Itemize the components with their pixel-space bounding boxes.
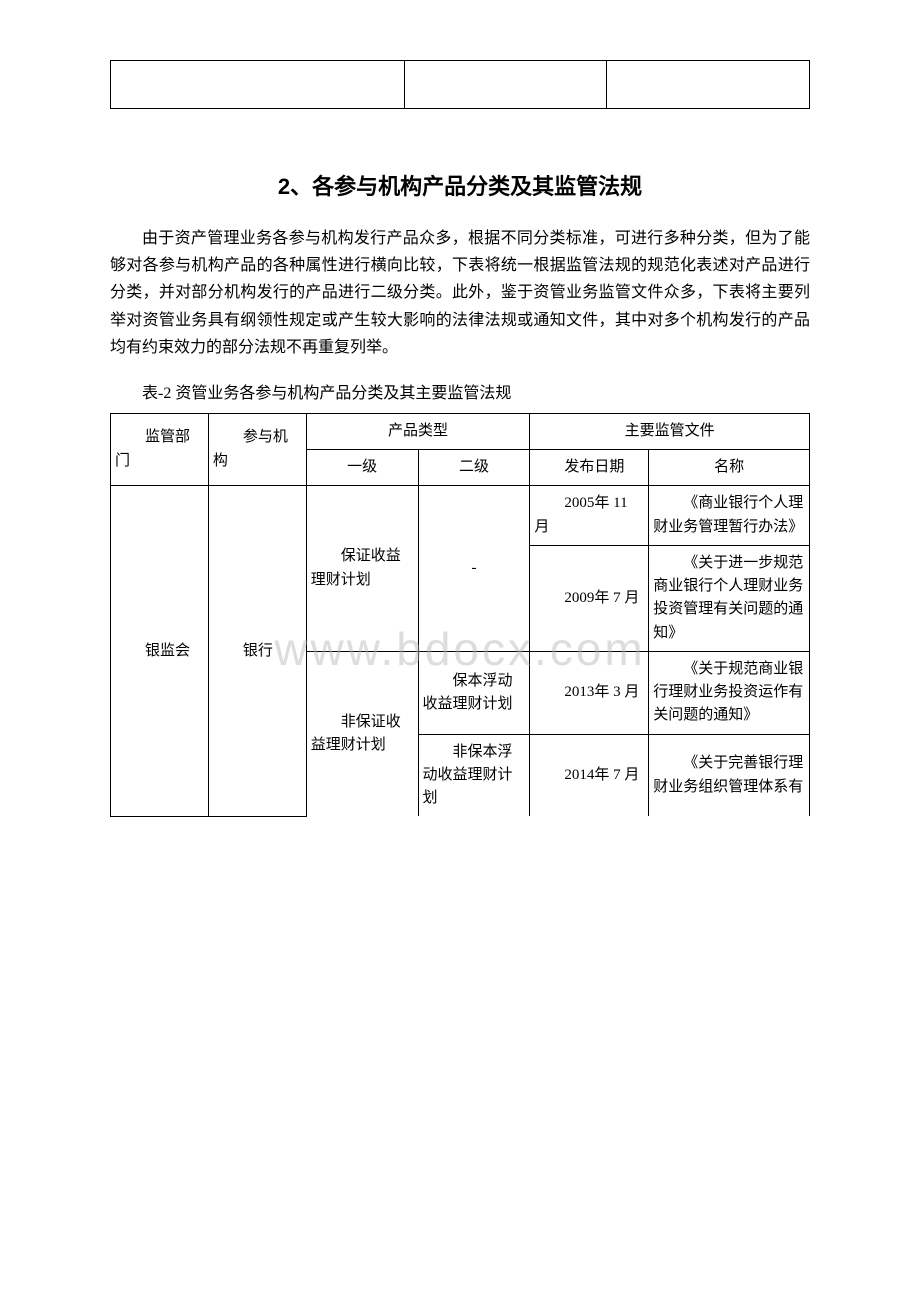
table-header-row-1: 监管部门 参与机构 产品类型 主要监管文件 <box>111 413 810 449</box>
cell-doc1-date: 2005年 11 月 <box>530 486 649 546</box>
page-container: www.bdocx.com 2、各参与机构产品分类及其监管法规 由于资产管理业务… <box>110 60 810 817</box>
top-cell-3 <box>607 61 810 109</box>
cell-prod2-lvl2b: 非保本浮动收益理财计划 <box>418 734 530 816</box>
th-inst: 参与机构 <box>208 413 306 486</box>
table-row: 银监会 银行 保证收益理财计划 - 2005年 11 月 《商业银行个人理财业务… <box>111 486 810 546</box>
cell-doc4-name: 《关于完善银行理财业务组织管理体系有 <box>649 734 810 816</box>
cell-doc3-date: 2013年 3 月 <box>530 651 649 734</box>
cell-doc2-name: 《关于进一步规范商业银行个人理财业务投资管理有关问题的通知》 <box>649 545 810 651</box>
th-doc-name: 名称 <box>649 450 810 486</box>
th-issue-date: 发布日期 <box>530 450 649 486</box>
top-cell-2 <box>404 61 607 109</box>
top-cell-1 <box>111 61 405 109</box>
th-dept: 监管部门 <box>111 413 209 486</box>
top-empty-table <box>110 60 810 109</box>
cell-dept: 银监会 <box>111 486 209 817</box>
main-table: 监管部门 参与机构 产品类型 主要监管文件 一级 二级 发布日期 名称 银监会 … <box>110 413 810 817</box>
cell-prod1-lvl1: 保证收益理财计划 <box>306 486 418 652</box>
th-level1: 一级 <box>306 450 418 486</box>
body-paragraph: 由于资产管理业务各参与机构发行产品众多，根据不同分类标准，可进行多种分类，但为了… <box>110 225 810 361</box>
cell-doc2-date: 2009年 7 月 <box>530 545 649 651</box>
cell-prod1-lvl2: - <box>418 486 530 652</box>
cell-doc4-date: 2014年 7 月 <box>530 734 649 816</box>
cell-doc1-name: 《商业银行个人理财业务管理暂行办法》 <box>649 486 810 546</box>
th-regulatory-docs: 主要监管文件 <box>530 413 810 449</box>
th-level2: 二级 <box>418 450 530 486</box>
cell-prod2-lvl1: 非保证收益理财计划 <box>306 651 418 816</box>
th-product-type: 产品类型 <box>306 413 530 449</box>
cell-inst: 银行 <box>208 486 306 817</box>
cell-prod2-lvl2a: 保本浮动收益理财计划 <box>418 651 530 734</box>
table-caption: 表-2 资管业务各参与机构产品分类及其主要监管法规 <box>110 379 810 403</box>
section-heading: 2、各参与机构产品分类及其监管法规 <box>110 169 810 201</box>
cell-doc3-name: 《关于规范商业银行理财业务投资运作有关问题的通知》 <box>649 651 810 734</box>
